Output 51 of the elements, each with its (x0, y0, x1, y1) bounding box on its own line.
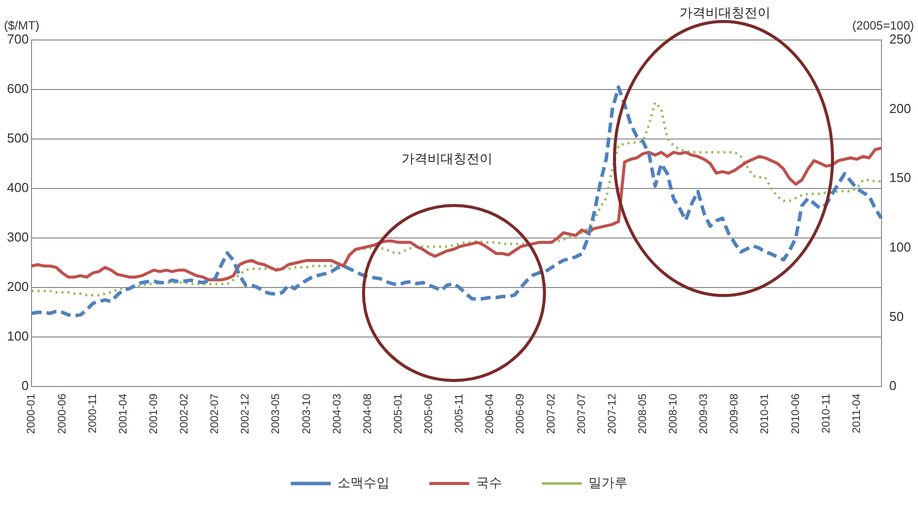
x-tick-label: 2001-04 (117, 394, 130, 434)
y2-axis-title: (2005=100) (852, 18, 914, 32)
x-tick-label: 2000-01 (26, 394, 38, 434)
x-tick-label: 2009-03 (698, 394, 710, 434)
x-tick-label: 2008-05 (636, 394, 649, 434)
line-series (30, 101, 883, 296)
y-tick-label: 200 (6, 279, 29, 294)
x-tick-label: 2002-12 (240, 394, 252, 434)
x-tick-label: 2003-10 (300, 394, 313, 434)
x-tick-label: 2003-05 (270, 394, 282, 434)
y2-tick-label: 0 (889, 378, 897, 394)
legend-label: 국수 (476, 475, 502, 490)
x-tick-label: 2000-11 (86, 394, 99, 434)
y2-tick-label: 150 (889, 170, 912, 186)
x-tick-label: 2007-12 (606, 394, 618, 434)
y-tick-label: 400 (6, 180, 29, 196)
x-tick-label: 2009-08 (728, 394, 741, 434)
y2-tick-label: 50 (889, 308, 904, 324)
y2-tick-label: 250 (889, 32, 912, 47)
x-tick-label: 2006-04 (484, 394, 496, 434)
x-tick-label: 2001-09 (148, 394, 160, 434)
x-tick-label: 2008-10 (668, 394, 680, 434)
line-series (30, 85, 884, 318)
y-tick-label: 500 (6, 130, 29, 146)
x-tick-label: 2010-06 (790, 394, 802, 434)
x-tick-label: 2007-07 (576, 394, 588, 434)
y-tick-label: 600 (6, 81, 29, 96)
x-tick-label: 2002-07 (209, 394, 222, 434)
x-tick-label: 2007-02 (545, 394, 558, 434)
x-tick-label: 2000-06 (56, 394, 68, 434)
y-tick-label: 0 (21, 378, 29, 394)
y2-tick-label: 200 (889, 100, 912, 116)
x-tick-label: 2006-09 (514, 394, 527, 434)
y-tick-label: 700 (6, 32, 29, 47)
annotation: 가격비대칭전이 (402, 150, 492, 168)
text: 가격비대칭전이 (680, 4, 770, 22)
x-tick-label: 2005-11 (454, 394, 466, 434)
x-tick-label: 2010-01 (759, 394, 772, 434)
y-tick-label: 100 (6, 328, 29, 344)
x-tick-label: 2002-02 (178, 394, 191, 434)
x-tick-label: 2005-06 (423, 394, 436, 434)
x-tick-label: 2010-11 (820, 394, 832, 434)
x-tick-label: 2011-04 (850, 394, 863, 434)
y-axis-title: ($/MT) (4, 18, 40, 32)
x-tick-label: 2005-01 (392, 394, 404, 434)
y2-tick-label: 100 (889, 240, 912, 255)
legend-label: 소맥수입 (337, 475, 390, 490)
legend-label: 밀가루 (588, 475, 628, 490)
y-tick-label: 300 (6, 230, 29, 245)
x-tick-label: 2004-08 (362, 394, 374, 434)
x-tick-label: 2004-03 (331, 394, 344, 434)
